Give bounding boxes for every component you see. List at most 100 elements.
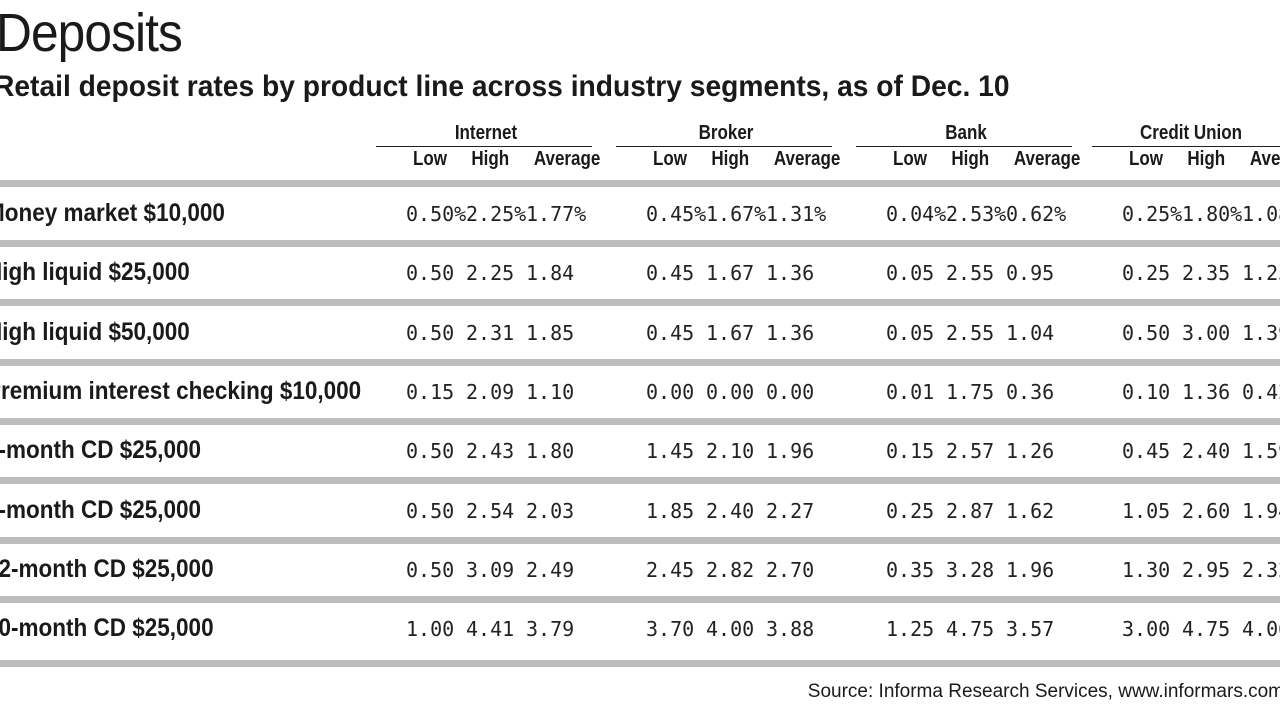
table-cell: 0.36 — [1006, 379, 1055, 404]
table-cell: 1.36 — [1182, 379, 1231, 404]
table-cell: 0.25% — [1122, 202, 1183, 226]
table-cell: 1.96 — [1006, 557, 1055, 582]
table-cell: 1.62 — [1006, 498, 1055, 523]
table-cell: 1.25 — [886, 617, 935, 642]
table-cell: 0.05 — [886, 320, 935, 345]
table-cell: 3.88 — [766, 617, 815, 642]
table-cell: 1.75 — [946, 379, 995, 404]
table-cell: 0.15 — [886, 439, 935, 464]
row-label: 6-month CD $25,000 — [0, 495, 202, 524]
row-label: Premium interest checking $10,000 — [0, 376, 362, 405]
table-cell: 0.50% — [406, 202, 467, 226]
table-cell: 2.57 — [946, 439, 995, 464]
table-cell: 1.39 — [1242, 320, 1280, 345]
row-label: High liquid $25,000 — [0, 258, 190, 287]
table-cell: 4.06 — [1242, 617, 1280, 642]
table-cell: 1.80 — [526, 439, 575, 464]
segment-underline — [376, 146, 592, 147]
column-header-low: Low — [893, 148, 927, 170]
table-cell: 1.04 — [1006, 320, 1055, 345]
table-cell: 2.60 — [1182, 498, 1231, 523]
table-cell: 2.55 — [946, 261, 995, 286]
table-cell: 2.40 — [1182, 439, 1231, 464]
table-cell: 0.50 — [406, 498, 455, 523]
row-label: 60-month CD $25,000 — [0, 614, 214, 643]
table-cell: 3.00 — [1182, 320, 1231, 345]
column-header-low: Low — [653, 148, 687, 170]
table-cell: 4.75 — [1182, 617, 1231, 642]
table-cell: 0.00 — [766, 379, 815, 404]
table-cell: 0.45 — [646, 261, 695, 286]
table-cell: 0.42 — [1242, 379, 1280, 404]
table-cell: 1.77% — [526, 202, 587, 226]
table-cell: 0.15 — [406, 379, 455, 404]
column-header-average: Average — [773, 148, 841, 170]
table-cell: 1.31% — [766, 202, 827, 226]
table-cell: 1.45 — [646, 439, 695, 464]
table-cell: 3.70 — [646, 617, 695, 642]
table-cell: 0.35 — [886, 557, 935, 582]
table-cell: 3.28 — [946, 557, 995, 582]
table-cell: 1.05 — [1122, 498, 1171, 523]
table-cell: 0.45 — [1122, 439, 1171, 464]
table-cell: 0.50 — [406, 439, 455, 464]
table-cell: 2.32 — [1242, 557, 1280, 582]
table-cell: 0.05 — [886, 261, 935, 286]
table-cell: 0.50 — [406, 320, 455, 345]
table-cell: 1.36 — [766, 261, 815, 286]
row-separator — [0, 477, 1280, 485]
table-cell: 2.03 — [526, 498, 575, 523]
table-cell: 1.26 — [1006, 439, 1055, 464]
segment-header: Broker — [698, 122, 754, 144]
table-cell: 2.54 — [466, 498, 515, 523]
column-header-high: High — [471, 148, 510, 170]
table-cell: 2.43 — [466, 439, 515, 464]
table-cell: 1.36 — [766, 320, 815, 345]
segment-underline — [616, 146, 832, 147]
table-cell: 3.57 — [1006, 617, 1055, 642]
row-label: High liquid $50,000 — [0, 317, 190, 346]
source-note: Source: Informa Research Services, www.i… — [807, 681, 1280, 702]
table-cell: 2.25 — [466, 261, 515, 286]
table-cell: 2.53% — [946, 202, 1007, 226]
table-cell: 4.75 — [946, 617, 995, 642]
row-separator — [0, 299, 1280, 307]
column-header-high: High — [711, 148, 750, 170]
column-header-low: Low — [413, 148, 447, 170]
table-cell: 1.80% — [1182, 202, 1243, 226]
row-label: 12-month CD $25,000 — [0, 554, 214, 583]
table-cell: 2.45 — [646, 557, 695, 582]
table-cell: 0.25 — [1122, 261, 1171, 286]
row-separator — [0, 417, 1280, 425]
table-cell: 2.55 — [946, 320, 995, 345]
table-cell: 4.00 — [706, 617, 755, 642]
row-label: Money market $10,000 — [0, 199, 225, 227]
column-header-average: Average — [1249, 148, 1280, 170]
table-cell: 2.87 — [946, 498, 995, 523]
table-cell: 1.96 — [766, 439, 815, 464]
column-header-low: Low — [1129, 148, 1163, 170]
table-cell: 2.10 — [706, 439, 755, 464]
segment-header: Bank — [945, 122, 987, 144]
table-cell: 3.09 — [466, 557, 515, 582]
column-header-average: Average — [533, 148, 601, 170]
table-cell: 1.00 — [406, 617, 455, 642]
table-cell: 1.59 — [1242, 439, 1280, 464]
table-cell: 1.08% — [1242, 202, 1280, 226]
table-cell: 1.67 — [706, 261, 755, 286]
table-cell: 0.04% — [886, 202, 947, 226]
segment-header: Internet — [454, 122, 518, 144]
chart-title: Deposits — [0, 3, 183, 63]
table-cell: 1.84 — [526, 261, 575, 286]
table-cell: 0.00 — [646, 379, 695, 404]
segment-header: Credit Union — [1140, 122, 1242, 144]
table-cell: 0.50 — [406, 557, 455, 582]
table-cell: 1.85 — [526, 320, 575, 345]
table-cell: 2.27 — [766, 498, 815, 523]
table-cell: 3.00 — [1122, 617, 1171, 642]
table-cell: 2.95 — [1182, 557, 1231, 582]
table-cell: 0.45% — [646, 202, 707, 226]
row-separator — [0, 660, 1280, 667]
table-cell: 2.70 — [766, 557, 815, 582]
row-separator — [0, 358, 1280, 366]
